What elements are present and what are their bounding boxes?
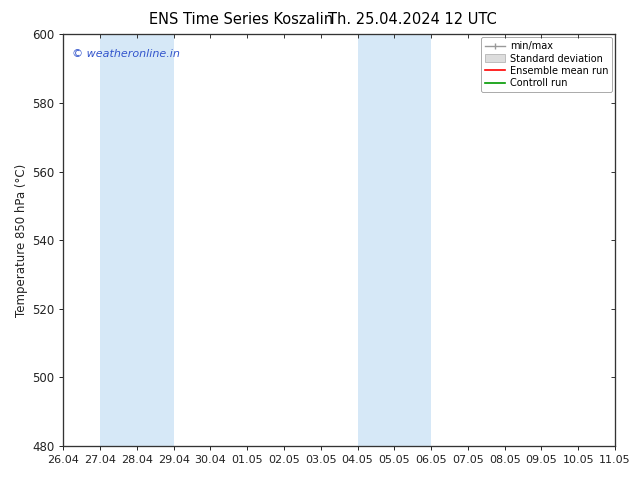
- Bar: [100, 34, 174, 446]
- Text: Th. 25.04.2024 12 UTC: Th. 25.04.2024 12 UTC: [328, 12, 496, 27]
- Bar: [615, 34, 633, 446]
- Text: ENS Time Series Koszalin: ENS Time Series Koszalin: [149, 12, 333, 27]
- Text: © weatheronline.in: © weatheronline.in: [72, 49, 179, 59]
- Legend: min/max, Standard deviation, Ensemble mean run, Controll run: min/max, Standard deviation, Ensemble me…: [481, 37, 612, 92]
- Bar: [358, 34, 431, 446]
- Y-axis label: Temperature 850 hPa (°C): Temperature 850 hPa (°C): [15, 164, 28, 317]
